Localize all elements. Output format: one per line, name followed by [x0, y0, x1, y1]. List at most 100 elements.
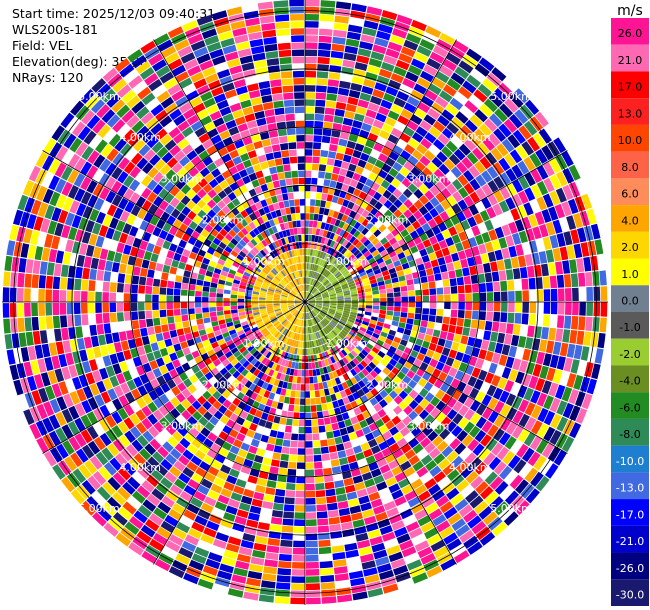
velocity-gate [122, 481, 136, 495]
velocity-gate [230, 529, 244, 539]
velocity-gate [356, 265, 364, 272]
velocity-gate [519, 463, 533, 478]
velocity-gate [387, 110, 400, 121]
velocity-gate [282, 261, 287, 268]
velocity-gate [493, 461, 507, 475]
velocity-gate [37, 358, 47, 373]
velocity-gate [414, 508, 428, 521]
velocity-gate [236, 382, 245, 392]
velocity-gate [370, 126, 381, 136]
velocity-gate [282, 278, 288, 285]
velocity-gate [317, 339, 322, 346]
velocity-gate [240, 278, 248, 284]
velocity-gate [296, 295, 302, 300]
velocity-gate [385, 157, 396, 167]
velocity-gate [114, 453, 128, 467]
velocity-gate [288, 339, 293, 346]
velocity-gate [505, 235, 515, 247]
velocity-gate [450, 493, 464, 506]
velocity-gate [355, 252, 363, 259]
velocity-gate [281, 525, 294, 533]
velocity-gate [542, 276, 550, 289]
velocity-gate [319, 367, 325, 375]
velocity-gate [292, 309, 298, 315]
velocity-gate [497, 377, 508, 390]
velocity-gate [593, 286, 601, 301]
velocity-gate [190, 120, 203, 132]
velocity-gate [454, 66, 470, 80]
velocity-gate [393, 564, 409, 576]
velocity-gate [224, 89, 237, 99]
velocity-gate [346, 264, 354, 271]
velocity-gate [130, 302, 138, 312]
velocity-gate [311, 177, 318, 185]
velocity-gate [260, 396, 268, 405]
velocity-gate [283, 289, 290, 294]
velocity-gate [252, 219, 260, 227]
velocity-gate [162, 441, 174, 453]
velocity-gate [311, 412, 318, 419]
velocity-gate [408, 302, 416, 308]
velocity-gate [353, 347, 361, 355]
velocity-gate [474, 338, 483, 349]
velocity-gate [328, 290, 336, 295]
velocity-gate [13, 348, 23, 364]
velocity-gate [395, 59, 410, 71]
velocity-gate [553, 449, 567, 466]
velocity-gate [224, 262, 232, 269]
velocity-gate [202, 339, 211, 347]
velocity-gate [413, 319, 421, 326]
velocity-gate [231, 207, 240, 216]
velocity-gate [25, 259, 34, 274]
velocity-gate [435, 280, 443, 288]
velocity-gate [287, 314, 293, 321]
velocity-gate [543, 426, 556, 442]
velocity-gate [424, 403, 435, 414]
velocity-gate [183, 572, 199, 585]
velocity-gate [393, 385, 403, 395]
velocity-gate [433, 471, 446, 483]
velocity-gate [600, 286, 608, 301]
velocity-gate [268, 243, 275, 251]
velocity-gate [318, 425, 326, 433]
velocity-gate [441, 229, 451, 240]
velocity-gate [393, 292, 401, 297]
velocity-gate [133, 376, 143, 388]
velocity-gate [529, 199, 541, 213]
velocity-gate [396, 454, 408, 465]
velocity-gate [436, 287, 444, 295]
velocity-gate [315, 303, 323, 306]
velocity-gate [360, 323, 368, 330]
velocity-gate [335, 369, 342, 377]
velocity-gate [439, 526, 455, 539]
velocity-gate [316, 273, 321, 280]
velocity-gate [320, 288, 327, 293]
velocity-gate [294, 299, 302, 302]
velocity-gate [240, 495, 253, 505]
velocity-gate [356, 55, 370, 65]
velocity-gate [219, 563, 234, 574]
velocity-gate [287, 304, 295, 307]
velocity-gate [338, 351, 345, 359]
velocity-gate [111, 166, 123, 180]
velocity-gate [316, 302, 323, 304]
velocity-gate [219, 415, 230, 425]
velocity-gate [365, 391, 374, 401]
velocity-gate [300, 398, 305, 405]
velocity-gate [379, 305, 387, 311]
velocity-gate [409, 230, 419, 240]
velocity-gate [429, 358, 439, 368]
velocity-gate [278, 263, 284, 270]
velocity-gate [363, 448, 373, 458]
velocity-gate [475, 403, 487, 416]
velocity-gate [473, 89, 488, 103]
velocity-gate [338, 333, 345, 340]
velocity-gate [191, 204, 202, 215]
velocity-gate [245, 143, 255, 152]
velocity-gate [117, 184, 129, 197]
velocity-gate [237, 449, 248, 458]
velocity-gate [310, 185, 317, 192]
velocity-gate [399, 317, 407, 323]
velocity-gate [484, 372, 495, 384]
velocity-gate [162, 331, 171, 340]
